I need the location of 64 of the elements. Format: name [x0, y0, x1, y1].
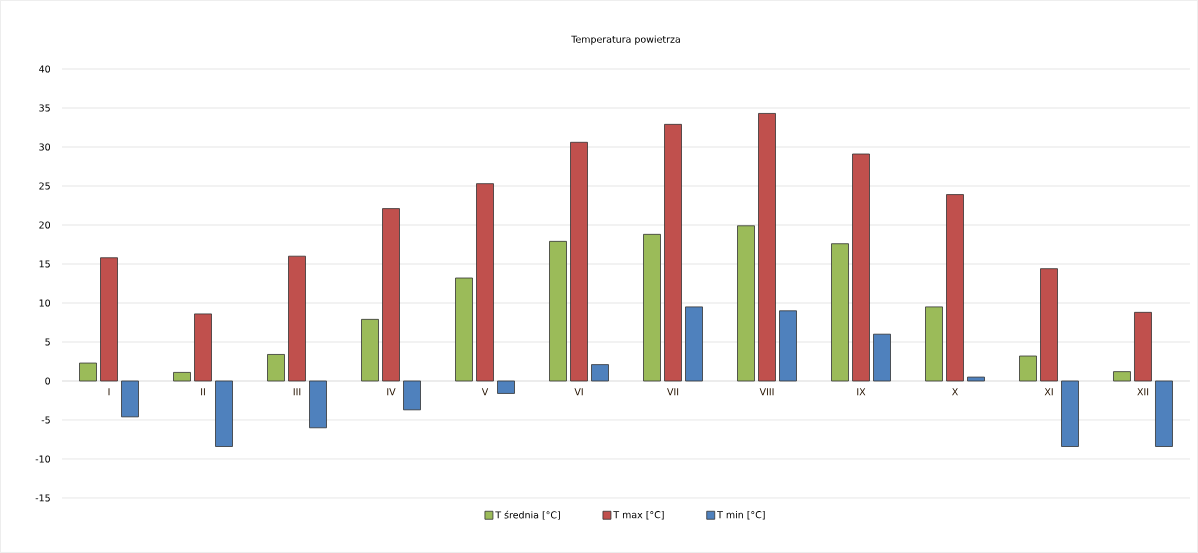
bar [873, 333, 891, 382]
y-tick-label: 10 [39, 299, 51, 307]
bar [267, 354, 285, 382]
bar [309, 380, 327, 429]
x-tick-label: XII [1137, 388, 1149, 396]
bar [591, 364, 609, 382]
bar [967, 376, 985, 382]
bar [758, 113, 776, 382]
bar [100, 257, 118, 382]
bar [1019, 355, 1037, 382]
bar [403, 380, 421, 411]
bar [288, 255, 306, 382]
bar [549, 240, 567, 382]
x-tick-label: VIII [759, 388, 774, 396]
y-tick-label: 40 [39, 65, 51, 73]
bar [382, 208, 400, 382]
bar [570, 141, 588, 382]
y-tick-label: 0 [45, 377, 51, 385]
x-tick-label: III [293, 388, 301, 396]
bar [779, 310, 797, 382]
bar [831, 243, 849, 382]
bar [685, 306, 703, 382]
bar [497, 380, 515, 394]
legend-label: T min [°C] [717, 510, 765, 520]
bar [643, 233, 661, 382]
bar [737, 225, 755, 382]
x-tick-label: II [201, 388, 205, 396]
y-tick-label: 15 [39, 260, 50, 268]
bar [476, 183, 494, 382]
y-tick-label: 20 [39, 221, 51, 229]
y-tick-label: 5 [45, 338, 50, 346]
y-tick-label: 30 [39, 143, 51, 151]
chart-title: Temperatura powietrza [571, 35, 680, 45]
x-tick-label: XI [1044, 388, 1053, 396]
bar [925, 306, 943, 382]
bar [455, 277, 473, 382]
bar [79, 362, 97, 382]
bar [361, 318, 379, 382]
y-tick-label: -5 [41, 416, 50, 424]
bar [173, 372, 191, 382]
y-tick-label: 35 [39, 104, 50, 112]
bar [1061, 380, 1079, 447]
legend-label: T średnia [°C] [495, 510, 560, 520]
bar [194, 313, 212, 382]
bar [852, 153, 870, 382]
y-tick-label: -10 [35, 455, 51, 463]
x-tick-label: VII [667, 388, 679, 396]
x-tick-label: X [952, 388, 958, 396]
bar [664, 123, 682, 382]
x-tick-label: IX [857, 388, 866, 396]
x-tick-label: I [108, 388, 110, 396]
bar [1040, 268, 1058, 382]
bar [215, 380, 233, 447]
x-tick-label: V [481, 388, 489, 396]
bar [121, 380, 139, 418]
x-tick-label: IV [387, 388, 396, 396]
bar [1134, 311, 1152, 382]
bar [1113, 371, 1131, 382]
x-tick-label: VI [574, 388, 583, 396]
y-tick-label: -15 [35, 494, 50, 502]
y-tick-label: 25 [39, 182, 50, 190]
bar [946, 194, 964, 382]
legend-label: T max [°C] [613, 510, 664, 520]
bar [1155, 380, 1173, 447]
